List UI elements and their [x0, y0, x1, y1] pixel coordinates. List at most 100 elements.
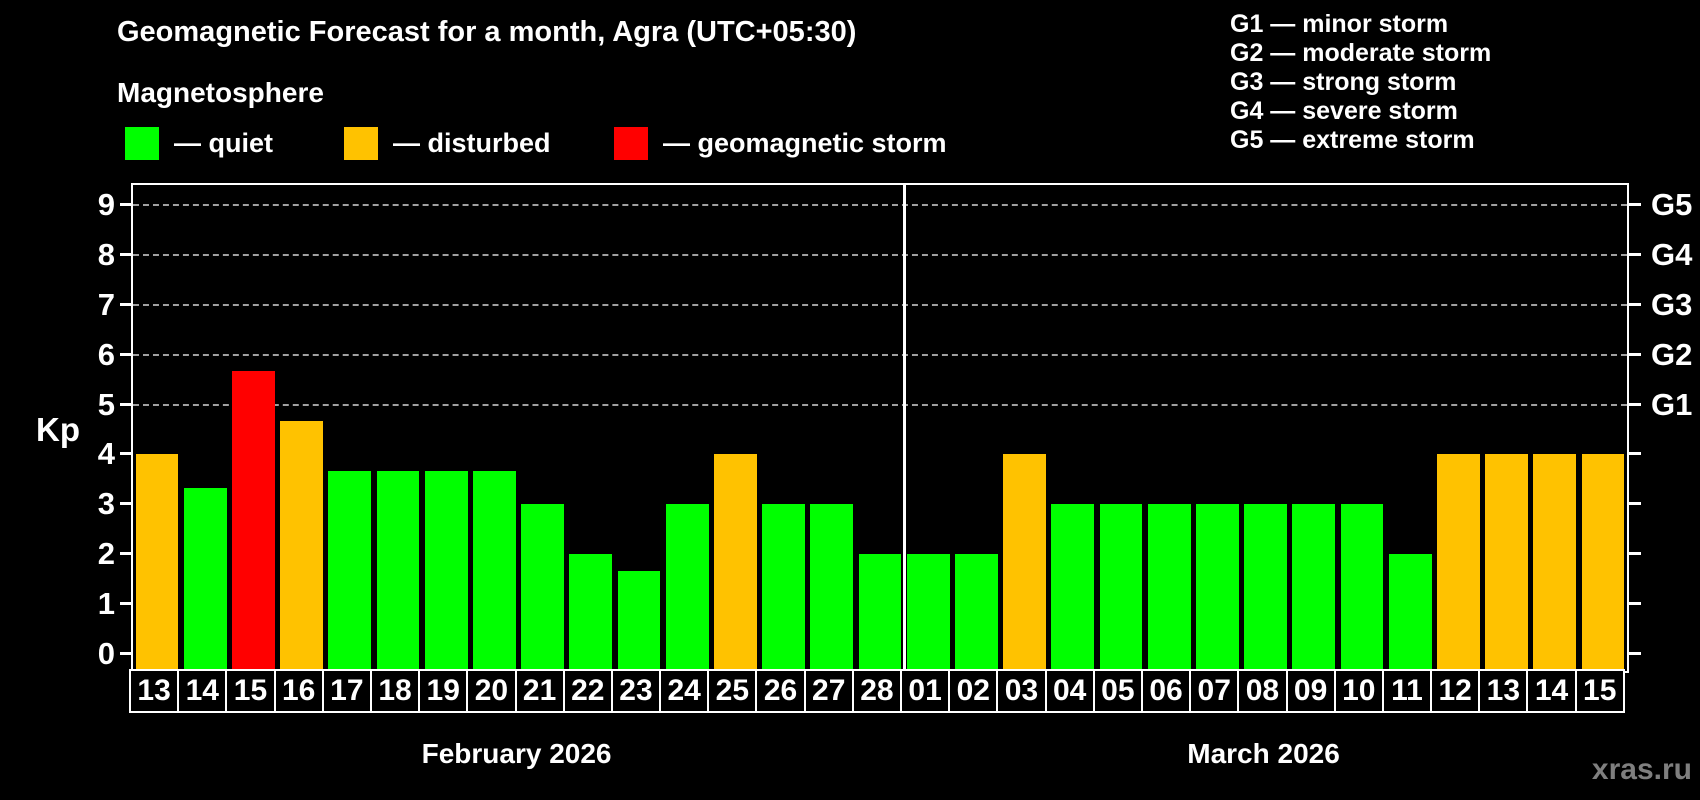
day-label-cell: 15 [1574, 669, 1625, 713]
kp-bar-day-17 [328, 470, 372, 671]
day-label-cell: 02 [948, 669, 999, 713]
gridline-kp8 [133, 253, 1627, 256]
day-label-cell: 19 [418, 669, 469, 713]
day-label-cell: 11 [1381, 669, 1433, 713]
y-tick-label-4: 4 [97, 436, 115, 472]
y-tick-5 [120, 402, 131, 406]
legend-item-disturbed: — disturbed [344, 125, 551, 161]
y-tick-9 [120, 202, 131, 206]
day-label-cell: 06 [1140, 669, 1192, 713]
kp-bar-day-14 [1533, 454, 1577, 671]
day-label-cell: 14 [1526, 669, 1577, 713]
kp-bar-day-22 [569, 554, 613, 671]
y-tick-label-2: 2 [97, 536, 115, 572]
kp-bar-day-06 [1147, 504, 1191, 671]
y-tick-4 [120, 452, 131, 456]
y-tick-label-7: 7 [97, 286, 115, 322]
month-separator-line [902, 185, 906, 671]
kp-bar-day-09 [1292, 504, 1336, 671]
day-label-cell: 13 [1478, 669, 1529, 713]
kp-bar-day-12 [1436, 454, 1480, 671]
day-label-cell: 13 [129, 669, 180, 713]
y-tick-label-6: 6 [97, 336, 115, 372]
y-tick-2 [120, 552, 131, 556]
kp-bar-day-05 [1099, 504, 1143, 671]
day-label-cell: 08 [1237, 669, 1288, 713]
y-tick-label-8: 8 [97, 236, 115, 272]
month-label: February 2026 [421, 738, 612, 769]
y-tick-8 [120, 252, 131, 256]
watermark: xras.ru [1591, 753, 1692, 786]
kp-bar-day-04 [1051, 504, 1095, 671]
g-level-label-G4: G4 [1651, 236, 1693, 272]
y-tick-label-5: 5 [97, 386, 115, 422]
g-level-label-G3: G3 [1651, 286, 1693, 322]
kp-bar-day-26 [762, 504, 805, 671]
day-label-cell: 26 [755, 669, 806, 713]
day-label-cell: 05 [1092, 669, 1143, 713]
kp-bar-day-13 [1485, 454, 1528, 671]
day-label-cell: 01 [900, 669, 951, 713]
quiet-color-swatch-icon [125, 126, 159, 160]
day-label-cell: 10 [1333, 669, 1384, 713]
g-level-label-G1: G1 [1651, 386, 1693, 422]
kp-bar-day-23 [617, 570, 661, 671]
right-tick-0 [1629, 652, 1641, 655]
right-tick-5 [1629, 402, 1641, 406]
gridline-kp9 [133, 203, 1627, 206]
g-level-label-G2: G2 [1651, 336, 1693, 372]
plot-area [131, 183, 1629, 673]
chart-subtitle: Magnetosphere [117, 77, 324, 108]
right-tick-1 [1629, 602, 1641, 606]
right-tick-9 [1629, 202, 1641, 206]
g-legend-line: G3 — strong storm [1230, 68, 1457, 96]
kp-bar-day-11 [1388, 554, 1432, 671]
kp-bar-day-10 [1340, 504, 1384, 671]
kp-bar-day-24 [665, 504, 709, 671]
storm-color-swatch-icon [614, 126, 648, 160]
g-legend-line: G2 — moderate storm [1230, 39, 1492, 67]
day-label-cell: 04 [1044, 669, 1095, 713]
g-level-label-G5: G5 [1651, 186, 1693, 222]
right-tick-8 [1629, 252, 1641, 256]
day-label-cell: 25 [707, 669, 758, 713]
kp-bar-day-27 [810, 504, 854, 671]
day-label-cell: 20 [466, 669, 517, 713]
y-tick-0 [120, 652, 131, 655]
page-title: Geomagnetic Forecast for a month, Agra (… [117, 16, 857, 48]
y-tick-7 [120, 302, 131, 306]
day-label-cell: 15 [225, 669, 276, 713]
right-tick-4 [1629, 452, 1641, 456]
g-legend-line: G5 — extreme storm [1230, 126, 1475, 154]
right-tick-7 [1629, 302, 1641, 306]
legend-label: — quiet [174, 127, 273, 158]
legend-item-storm: — geomagnetic storm [614, 125, 947, 161]
month-label: March 2026 [1187, 738, 1340, 769]
kp-bar-day-28 [858, 554, 902, 671]
y-tick-6 [120, 352, 131, 356]
g-legend-line: G4 — severe storm [1230, 97, 1458, 125]
kp-bar-day-02 [954, 554, 998, 671]
g-legend-line: G1 — minor storm [1230, 10, 1449, 38]
y-tick-label-9: 9 [97, 186, 115, 222]
gridline-kp7 [133, 303, 1627, 306]
kp-bar-day-21 [521, 504, 565, 671]
y-axis-label: Kp [36, 411, 80, 449]
legend-label: — disturbed [393, 127, 551, 158]
day-label-cell: 18 [369, 669, 421, 713]
day-label-cell: 17 [321, 669, 372, 713]
kp-bar-day-25 [714, 454, 757, 671]
day-label-cell: 24 [659, 669, 710, 713]
gridline-kp6 [133, 353, 1627, 356]
y-tick-label-3: 3 [97, 486, 115, 522]
kp-bar-day-20 [473, 470, 516, 671]
kp-bar-day-08 [1244, 504, 1287, 671]
y-tick-1 [120, 602, 131, 606]
g-scale-legend: G1 — minor storm G2 — moderate storm G3 — … [1230, 10, 1491, 155]
y-tick-3 [120, 502, 131, 506]
day-label-cell: 09 [1285, 669, 1336, 713]
day-label-cell: 28 [851, 669, 902, 713]
day-label-cell: 12 [1430, 669, 1481, 713]
kp-bar-day-07 [1195, 504, 1239, 671]
kp-bar-day-18 [376, 470, 420, 671]
